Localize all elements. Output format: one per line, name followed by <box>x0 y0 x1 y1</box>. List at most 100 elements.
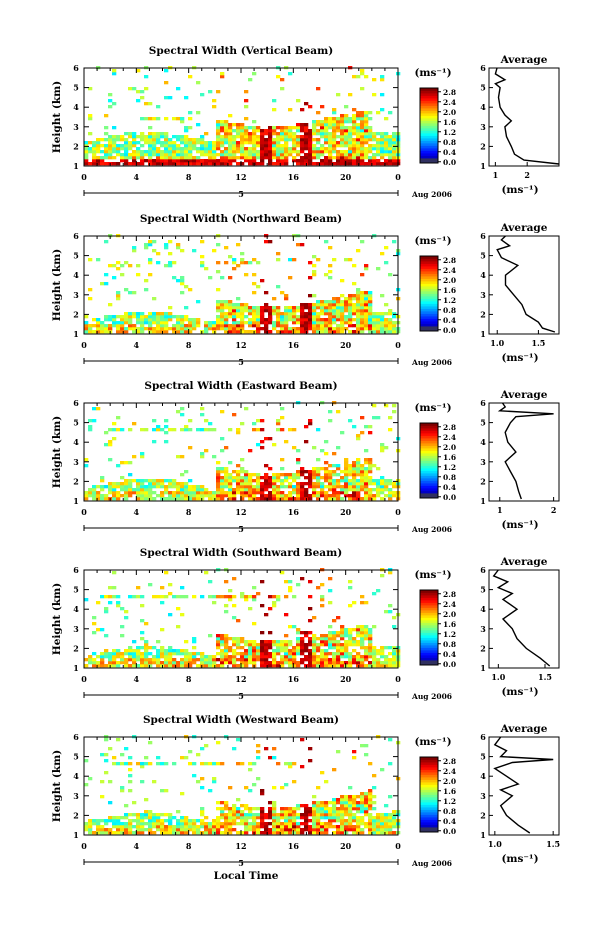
heatmap-cell <box>148 479 153 483</box>
heatmap-cell <box>236 813 241 817</box>
heatmap-cell <box>320 485 325 489</box>
heatmap-cell <box>144 479 149 483</box>
heatmap-cells <box>84 66 401 166</box>
heatmap-cell <box>96 664 101 668</box>
colorbar-tick-label: 2.4 <box>443 767 456 776</box>
heatmap-cell <box>364 303 369 307</box>
heatmap-cell <box>152 249 157 253</box>
date-day: 5 <box>238 189 244 199</box>
heatmap-cell <box>352 756 357 760</box>
heatmap-cell <box>148 825 153 829</box>
heatmap-cell <box>252 309 257 313</box>
heatmap-cell <box>392 135 397 139</box>
heatmap-cell <box>284 819 289 823</box>
heatmap-cell <box>288 589 293 593</box>
heatmap-cell <box>348 473 353 477</box>
heatmap-cell <box>348 93 353 97</box>
heatmap-cell <box>152 428 157 432</box>
heatmap-cell <box>368 117 373 121</box>
heatmap-cell <box>368 159 373 163</box>
heatmap-cell <box>336 649 341 653</box>
heatmap-cell <box>92 407 97 411</box>
heatmap-cell <box>260 604 265 608</box>
heatmap-cell <box>364 494 369 498</box>
heatmap-cell <box>356 144 361 148</box>
colorbar-tick-label: 0.0 <box>443 158 456 167</box>
heatmap-cell <box>244 658 249 662</box>
heatmap-cell <box>188 324 193 328</box>
heatmap-cell <box>228 479 233 483</box>
heatmap-cell <box>116 762 121 766</box>
heatmap-cell <box>112 318 117 322</box>
heatmap-cell <box>228 810 233 814</box>
heatmap-cell <box>200 658 205 662</box>
heatmap-cell <box>144 150 149 154</box>
heatmap-cell <box>280 473 285 477</box>
heatmap-cell <box>368 816 373 820</box>
heatmap-cell <box>292 658 297 662</box>
heatmap-cell <box>288 652 293 656</box>
average-y-tick-label: 3 <box>480 791 486 801</box>
heatmap-cell <box>296 458 301 462</box>
heatmap-cell <box>372 315 377 319</box>
heatmap-cell <box>240 330 245 334</box>
colorbar-band <box>420 143 438 146</box>
heatmap-cell <box>260 327 265 331</box>
heatmap-cell <box>332 646 337 650</box>
heatmap-cell <box>128 494 133 498</box>
heatmap-cell <box>100 138 105 142</box>
heatmap-cell <box>216 497 221 501</box>
heatmap-cell <box>116 816 121 820</box>
heatmap-cell <box>304 321 309 325</box>
heatmap-cell <box>332 485 337 489</box>
colorbar-band <box>420 607 438 611</box>
heatmap-cell <box>136 658 141 662</box>
heatmap-cell <box>360 150 365 154</box>
heatmap-cell <box>308 497 313 501</box>
heatmap-cell <box>312 144 317 148</box>
colorbar-tick-label: 2.8 <box>443 423 456 432</box>
heatmap-cell <box>296 822 301 826</box>
heatmap-cell <box>320 303 325 307</box>
heatmap-cell <box>232 804 237 808</box>
heatmap-cell <box>248 324 253 328</box>
heatmap-cell <box>164 312 169 316</box>
heatmap-cell <box>272 147 277 151</box>
heatmap-cell <box>236 664 241 668</box>
colorbar-frame <box>419 422 439 499</box>
heatmap-cell <box>380 476 385 480</box>
heatmap-cell <box>132 422 137 426</box>
heatmap-cell <box>120 159 125 163</box>
heatmap-cell <box>376 825 381 829</box>
heatmap-cell <box>124 482 129 486</box>
heatmap-cell <box>116 327 121 331</box>
heatmap-cell <box>160 789 165 793</box>
heatmap-cell <box>300 816 305 820</box>
heatmap-cell <box>216 270 221 274</box>
heatmap-cell <box>192 652 197 656</box>
average-y-tick-label: 5 <box>480 251 486 261</box>
heatmap-cell <box>372 138 377 142</box>
heatmap-cell <box>272 312 277 316</box>
heatmap-cell <box>196 491 201 495</box>
heatmap-cell <box>364 825 369 829</box>
heatmap-cell <box>364 646 369 650</box>
heatmap-cell <box>340 828 345 832</box>
heatmap-cell <box>356 628 361 632</box>
heatmap-cell <box>108 586 113 590</box>
heatmap-cell <box>368 111 373 115</box>
heatmap-cell <box>168 138 173 142</box>
heatmap-cell <box>244 315 249 319</box>
heatmap-cell <box>264 324 269 328</box>
colorbar-band <box>420 455 438 459</box>
heatmap-cell <box>160 601 165 605</box>
heatmap-cell <box>160 628 165 632</box>
heatmap-cell <box>116 315 121 319</box>
heatmap-cell <box>336 652 341 656</box>
x-axis-label: Local Time <box>214 870 279 882</box>
heatmap-cell <box>232 577 237 581</box>
heatmap-cell <box>180 595 185 599</box>
heatmap-cell <box>136 816 141 820</box>
heatmap-cell <box>120 321 125 325</box>
heatmap-cell <box>384 117 389 121</box>
